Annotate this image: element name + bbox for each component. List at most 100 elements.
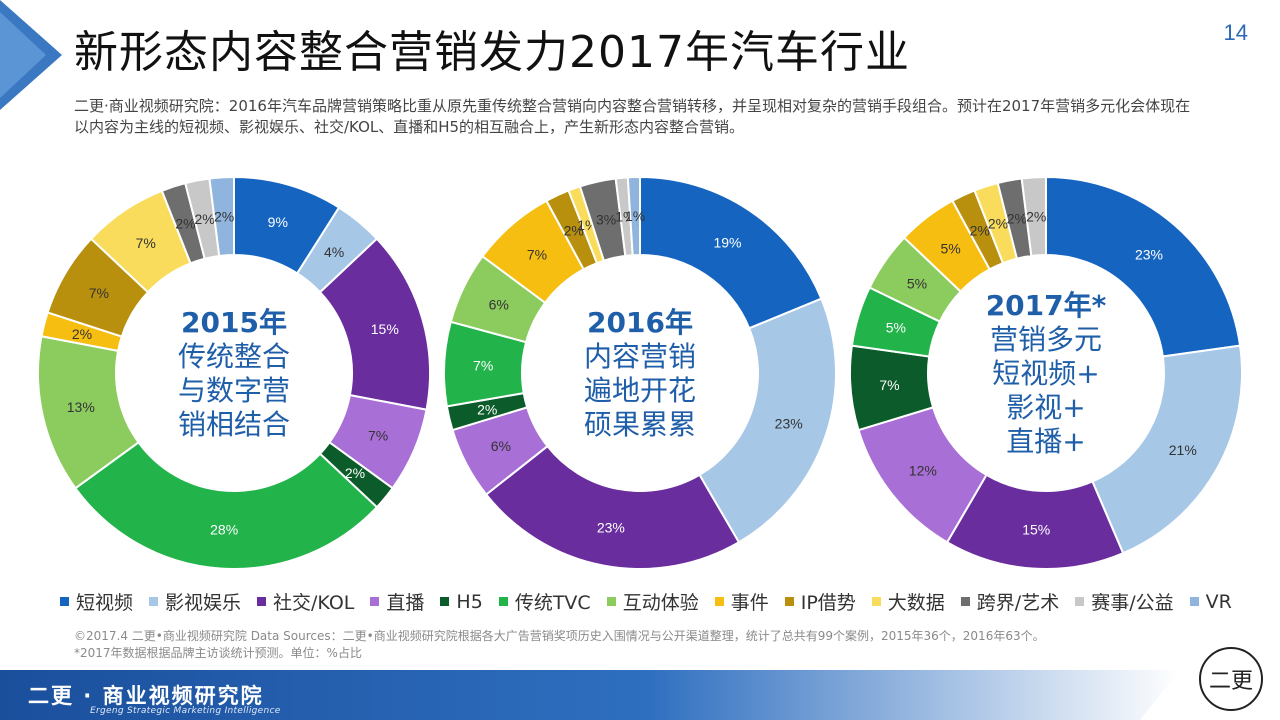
legend-item: 直播 xyxy=(370,588,424,615)
donut-charts: 9%4%15%7%2%28%13%2%7%7%2%2% 2%2015年传统整合与数… xyxy=(37,175,1243,570)
data-label-2016-6: 6% xyxy=(489,297,509,313)
legend-swatch xyxy=(370,597,380,606)
legend-item: 影视娱乐 xyxy=(149,588,241,615)
page-number: 14 xyxy=(1223,20,1248,45)
data-label-2017-8: 2% xyxy=(970,223,990,239)
data-label-2015-7: 2% xyxy=(72,326,92,342)
data-label-2015-12: 2% xyxy=(214,208,234,224)
legend-swatch xyxy=(498,597,508,606)
data-label-2015-3: 7% xyxy=(368,427,388,443)
data-label-2015-9: 7% xyxy=(136,235,156,251)
data-label-2016-5: 7% xyxy=(473,358,493,374)
legend-swatch xyxy=(440,597,450,606)
legend-swatch xyxy=(149,597,159,606)
data-label-2017-2: 15% xyxy=(1022,522,1050,538)
legend-label: 互动体验 xyxy=(622,592,699,614)
data-label-2015-8: 7% xyxy=(89,285,109,301)
legend-item: 短视频 xyxy=(60,588,133,615)
legend-item: VR xyxy=(1189,590,1232,613)
legend-swatch xyxy=(960,597,970,606)
data-label-2015-11: 2% xyxy=(194,211,214,227)
slice-2016-2 xyxy=(484,444,741,570)
data-label-2016-1: 23% xyxy=(775,415,803,431)
data-label-2017-0: 23% xyxy=(1135,246,1163,262)
logo-text: 二更 xyxy=(1209,669,1253,694)
slice-2016-12 xyxy=(626,175,641,257)
data-label-2016-12: 1% xyxy=(625,208,645,224)
title-arrow-decoration xyxy=(0,0,62,110)
center-text-2017-4: 直播+ xyxy=(1006,425,1085,458)
legend-item: 赛事/公益 xyxy=(1075,588,1174,615)
data-label-2017-1: 21% xyxy=(1169,442,1197,458)
data-label-2017-6: 5% xyxy=(907,276,927,292)
center-text-2017-2: 短视频+ xyxy=(992,357,1099,390)
data-label-2017-4: 7% xyxy=(879,377,899,393)
legend-item: 跨界/艺术 xyxy=(960,588,1060,615)
legend-item: 传统TVC xyxy=(498,588,591,615)
legend-item: 社交/KOL xyxy=(257,588,354,615)
legend-label: 大数据 xyxy=(887,592,945,614)
legend-swatch xyxy=(257,597,267,606)
data-label-2015-0: 9% xyxy=(268,214,288,230)
legend-item: 互动体验 xyxy=(606,588,699,615)
center-text-2015-0: 2015年 xyxy=(181,306,287,339)
legend-item: IP借势 xyxy=(784,588,856,615)
center-text-2016-3: 硕果累累 xyxy=(584,408,696,441)
legend-label: VR xyxy=(1205,590,1232,613)
data-label-2017-3: 12% xyxy=(909,462,937,478)
slice-2015-5 xyxy=(74,440,379,570)
footer-english-name: Ergeng Strategic Marketing Intelligence xyxy=(90,706,281,716)
data-label-2017-10: 2% xyxy=(1007,211,1027,227)
legend-label: 赛事/公益 xyxy=(1091,592,1174,614)
legend-swatch xyxy=(606,597,616,606)
legend-label: 跨界/艺术 xyxy=(976,592,1060,614)
data-label-2016-8: 2% xyxy=(564,223,584,239)
data-label-2015-4: 2% xyxy=(345,465,365,481)
legend-swatch xyxy=(60,597,69,606)
slice-2016-1 xyxy=(698,297,837,544)
legend-swatch xyxy=(1189,597,1199,606)
data-label-2017-9: 2% xyxy=(988,216,1008,232)
legend-swatch xyxy=(784,597,794,606)
data-label-2016-2: 23% xyxy=(597,519,625,535)
legend-label: IP借势 xyxy=(800,592,856,614)
data-label-2017-7: 5% xyxy=(940,240,960,256)
data-label-2017-5: 5% xyxy=(886,319,906,335)
footnote: ©2017.4 二更•商业视频研究院 Data Sources：二更•商业视频研… xyxy=(74,628,1174,662)
legend-item: 大数据 xyxy=(871,588,945,615)
center-text-2015-1: 传统整合 xyxy=(178,340,290,373)
legend-label: 直播 xyxy=(386,592,425,614)
center-text-2016-2: 遍地开花 xyxy=(584,374,696,407)
legend-label: 社交/KOL xyxy=(273,592,355,614)
slice-2017-11 xyxy=(1020,175,1047,258)
data-label-2016-4: 2% xyxy=(477,401,497,417)
data-label-2016-3: 6% xyxy=(491,438,511,454)
data-label-2017-11: 2% xyxy=(1026,208,1046,224)
footnote-line-1: ©2017.4 二更•商业视频研究院 Data Sources：二更•商业视频研… xyxy=(74,629,1045,643)
center-text-2015-2: 与数字营 xyxy=(178,374,290,407)
legend-swatch xyxy=(714,597,724,606)
data-label-2016-0: 19% xyxy=(713,235,741,251)
footnote-line-2: *2017年数据根据品牌主访谈统计预测。单位：%占比 xyxy=(74,646,362,660)
legend-swatch xyxy=(1075,597,1085,606)
legend-label: 事件 xyxy=(730,592,769,614)
data-label-2015-1: 4% xyxy=(324,244,344,260)
data-label-2016-10: 3% xyxy=(596,212,616,228)
donut-2017: 23%21%15%12%7%5%5%5%2%2%2% 2%2017年*营销多元短视… xyxy=(849,175,1243,570)
data-label-2015-5: 28% xyxy=(210,522,238,538)
center-text-2016-1: 内容营销 xyxy=(584,340,696,373)
legend-item: H5 xyxy=(440,591,483,613)
data-label-2015-6: 13% xyxy=(67,399,95,415)
center-text-2016-0: 2016年 xyxy=(587,306,693,339)
legend-label: 影视娱乐 xyxy=(165,592,242,614)
footer-band xyxy=(0,670,1180,720)
intro-paragraph: 二更·商业视频研究院：2016年汽车品牌营销策略比重从原先重传统整合营销向内容整… xyxy=(74,97,1191,136)
legend-label: 短视频 xyxy=(76,592,134,614)
page-title: 新形态内容整合营销发力2017年汽车行业 xyxy=(74,27,910,78)
donut-2016: 19%23%23%6%2%7%6%7%2%1%3% 1%1%2016年内容营销遍地… xyxy=(443,175,837,570)
data-label-2015-10: 2% xyxy=(175,216,195,232)
footer-org-name: 二更 · 商业视频研究院 xyxy=(28,684,264,708)
legend-swatch xyxy=(871,597,881,606)
slice-2017-1 xyxy=(1091,344,1243,555)
center-text-2017-1: 营销多元 xyxy=(990,323,1102,356)
